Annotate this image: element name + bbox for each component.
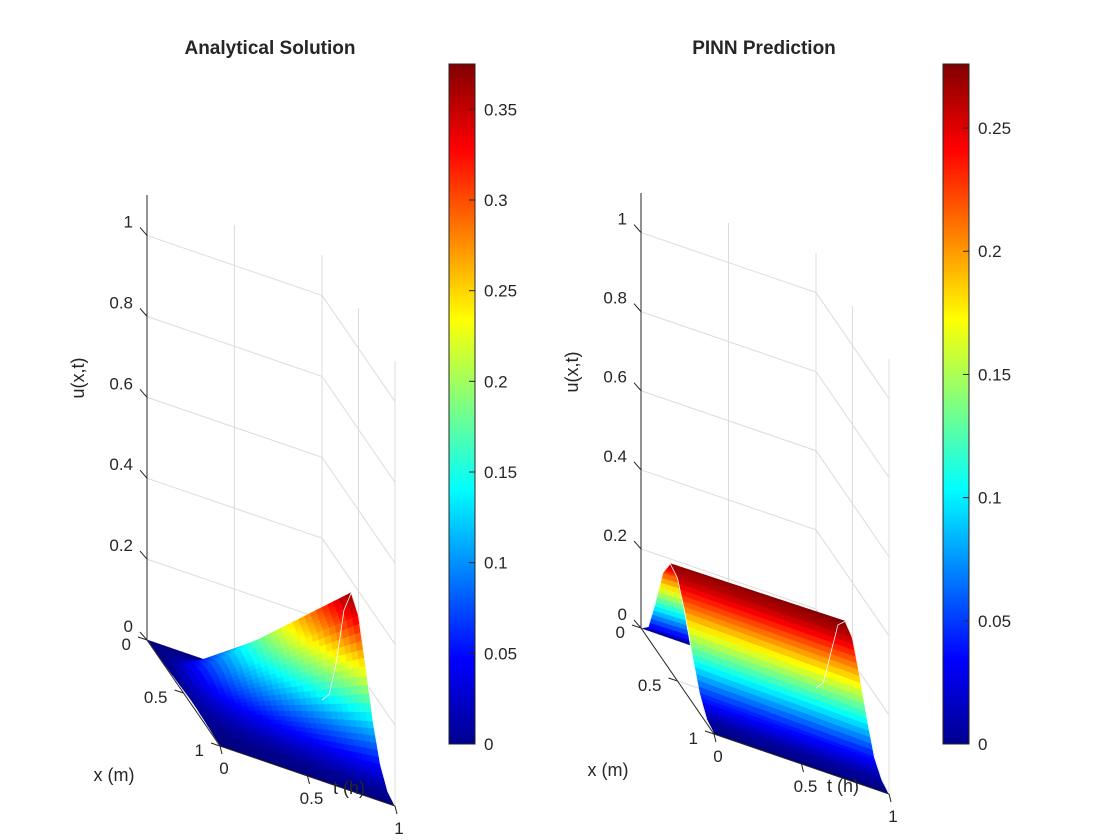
t-tick-mark [801,763,804,773]
chart-title: Analytical Solution [184,38,355,59]
z-axis-label: u(x,t) [68,357,88,398]
colorbar: 0 0.05 0.1 0.15 0.2 0.25 0.3 0.35 [448,63,517,754]
z-tick-label: 0 [618,605,627,624]
t-tick-label: 0.5 [300,789,324,808]
colorbar-tick-label: 0.25 [484,282,517,301]
z-tick-mark [633,303,642,312]
z-tick-mark [139,550,148,560]
z-grid-line [640,232,890,399]
z-grid-line [146,234,396,402]
x-axis-label: x (m) [588,760,629,780]
z-tick-mark [633,382,642,392]
colorbar-ticks: 0 0.05 0.1 0.15 0.2 0.25 0.3 0.35 [469,100,517,754]
z-tick-label: 0.4 [603,447,627,466]
z-tick-mark [633,540,642,550]
z-tick-label: 0.6 [109,374,133,393]
z-tick-label: 0 [124,617,133,636]
x-tick-label: 0.5 [638,676,662,695]
x-tick-mark [174,689,184,694]
x-tick-label: 1 [195,741,204,760]
t-tick-label: 0.5 [794,777,818,796]
surface-edge [321,591,396,807]
z-tick-label: 0.4 [109,455,133,474]
t-tick-label: 1 [888,807,897,826]
z-grid-line [640,311,890,478]
z-tick-mark [139,227,148,236]
x-axis-label: x (m) [94,765,135,785]
x-tick-label: 1 [689,729,698,748]
x-tick-mark [210,742,221,747]
z-tick-label: 0.2 [109,536,133,555]
colorbar-tick-label: 0.35 [484,100,517,119]
colorbar-tick-label: 0 [484,735,493,754]
t-tick-mark [888,793,892,803]
t-tick-mark [219,745,223,755]
colorbar-tick-label: 0.05 [484,644,517,663]
z-tick-mark [633,461,642,471]
colorbar-tick-label: 0.15 [978,365,1011,384]
t-tick-label: 0 [219,759,228,778]
z-tick-mark [139,469,148,479]
z-tick-mark [139,308,148,317]
z-tick-label: 1 [124,212,133,231]
surface-plot [146,591,396,807]
z-tick-mark [633,224,642,233]
x-tick-label: 0 [616,623,625,642]
t-tick-label: 1 [394,819,403,838]
z-tick-label: 1 [618,210,627,229]
colorbar-tick-label: 0.05 [978,612,1011,631]
colorbar-tick-label: 0.25 [978,119,1011,138]
colorbar-tick-label: 0 [978,735,987,754]
t-tick-mark [713,733,717,743]
colorbar-tick-label: 0.3 [484,191,508,210]
colorbar-gradient [942,63,970,745]
z-grid-line [640,390,890,558]
subplot-analytical: Analytical Solution 00.20.40.60.8100.510… [68,38,517,838]
z-tick-label: 0.8 [603,289,627,308]
colorbar-tick-label: 0.1 [484,554,508,573]
subplot-pinn: PINN Prediction 00.20.40.60.8100.5100.51… [562,38,1011,826]
surface-plot [640,562,890,795]
z-grid-line [146,396,396,564]
colorbar-tick-label: 0.2 [978,242,1002,261]
colorbar-ticks: 0 0.05 0.1 0.15 0.2 0.25 [963,119,1011,754]
t-axis-label: t (h) [333,778,365,798]
chart-title: PINN Prediction [692,38,836,59]
z-tick-label: 0.8 [109,293,133,312]
x-tick-label: 0 [122,635,131,654]
t-tick-mark [307,775,310,785]
t-tick-label: 0 [713,747,722,766]
x-tick-mark [137,636,148,641]
t-tick-mark [394,805,398,815]
colorbar: 0 0.05 0.1 0.15 0.2 0.25 [942,63,1011,754]
z-tick-label: 0.6 [603,368,627,387]
t-axis-label: t (h) [827,776,859,796]
z-tick-mark [139,388,148,398]
colorbar-gradient [448,63,476,745]
z-tick-mark [139,631,148,641]
z-tick-label: 0.2 [603,526,627,545]
z-axis-label: u(x,t) [562,351,582,392]
z-grid-line [146,315,396,483]
colorbar-tick-label: 0.1 [978,489,1002,508]
x-tick-label: 0.5 [144,688,168,707]
colorbar-tick-label: 0.2 [484,372,508,391]
colorbar-tick-label: 0.15 [484,463,517,482]
